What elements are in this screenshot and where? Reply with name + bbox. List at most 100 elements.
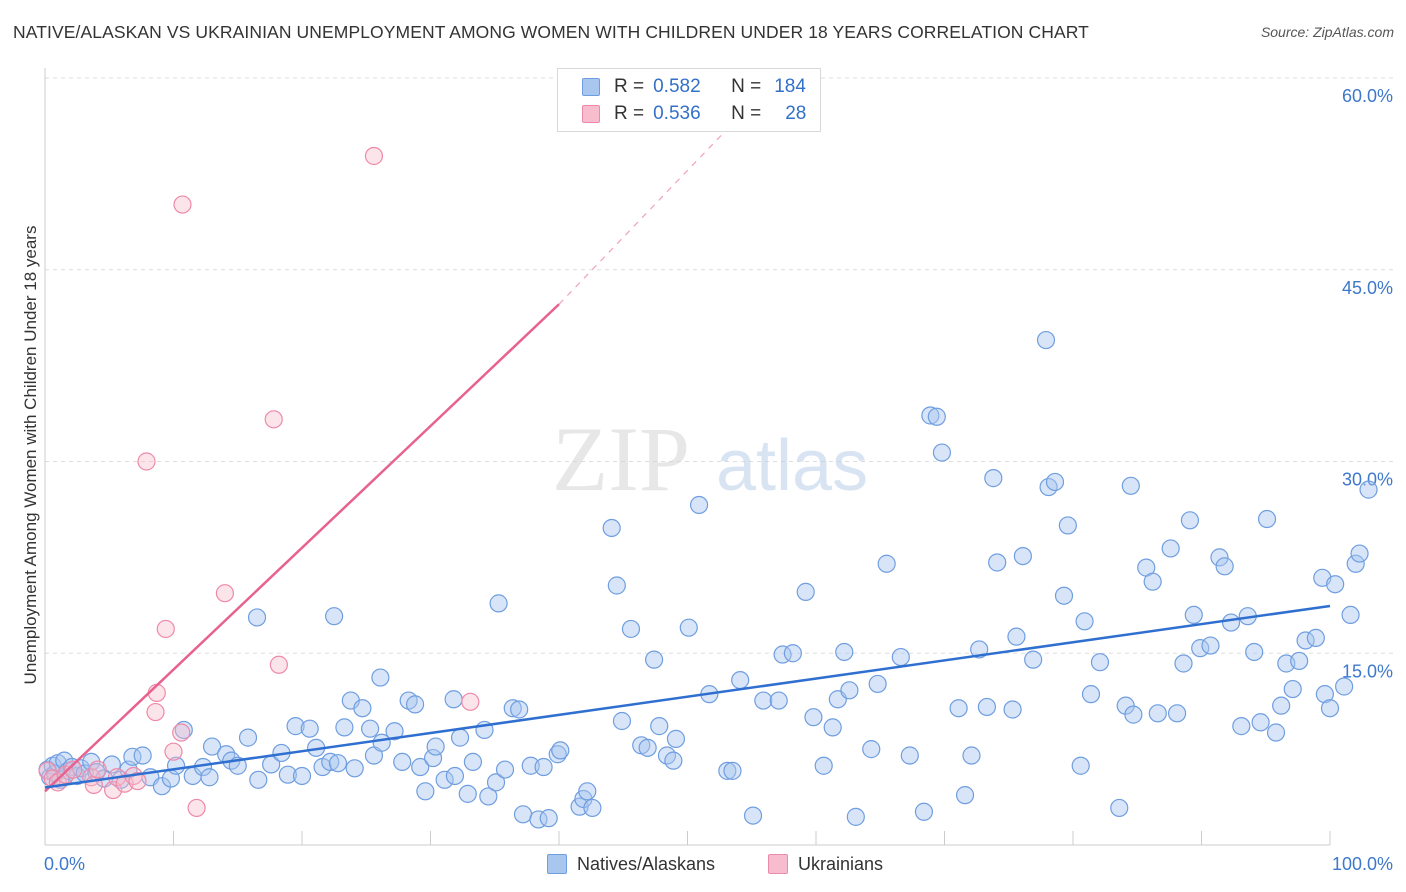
ukrainians-point [137,452,156,471]
natives-point [723,761,742,780]
natives-point [1071,756,1090,775]
natives-point [638,738,657,757]
natives-point [1283,679,1302,699]
ukrainians-n-value: 28 [785,103,807,124]
natives-point [551,741,570,760]
natives-trend-line [44,604,1331,789]
natives-point [426,737,445,756]
natives-r-label: R = [614,76,645,97]
natives-point [1335,677,1354,696]
natives-point [1359,480,1378,499]
natives-point [743,806,763,825]
y-tick-label: 15.0% [1342,661,1393,681]
ukrainians-point [461,692,480,711]
ukrainians-points [38,146,480,818]
natives-point [300,719,319,738]
natives-point [650,717,669,736]
natives-point [718,761,737,780]
natives-point [846,807,865,826]
bottom-legend-ukrainians: Ukrainians [768,852,883,876]
natives-point [1167,704,1187,723]
natives-point [200,768,219,787]
natives-point [666,729,686,748]
grid-layer: 15.0% 30.0% 45.0% 60.0% [45,77,1395,681]
natives-point [1232,717,1251,736]
natives-point [1045,472,1065,492]
natives-point [1346,554,1365,573]
natives-point [463,752,483,772]
natives-point [823,718,842,737]
natives-point [1201,636,1220,655]
natives-point [1251,713,1270,732]
natives-point [602,518,621,538]
natives-point [393,752,412,772]
natives-point [133,746,152,765]
ukrainians-point [187,798,206,818]
natives-point [353,699,372,718]
natives-point [335,718,354,737]
natives-point [962,746,981,765]
natives-point [534,757,553,777]
natives-point [754,691,773,710]
natives-n-label: N = [731,76,762,97]
natives-point [796,582,815,601]
axis-layer: 0.0% 100.0% [44,68,1393,874]
natives-point [1257,509,1277,529]
natives-point [1180,511,1200,530]
natives-point [1326,575,1345,594]
ukrainians-r-label: R = [614,103,645,124]
ukrainians-point [88,760,107,779]
natives-point [1210,548,1229,567]
ukrainians-trend-line [44,303,560,793]
natives-point [238,728,258,747]
natives-point [345,759,364,778]
natives-point [949,699,968,718]
ukrainians-point [172,723,191,742]
bottom-legend-natives: Natives/Alaskans [547,852,715,876]
natives-point [927,407,946,426]
natives-point [664,751,683,770]
natives-point [1245,642,1264,662]
natives-point [450,728,470,747]
natives-point [1143,572,1162,591]
natives-point [1221,613,1241,632]
natives-point [328,754,348,773]
natives-point [1161,539,1180,558]
ukrainians-point [173,195,192,214]
ukrainians-point [146,702,165,722]
natives-point [423,748,443,768]
natives-point [1266,723,1286,742]
natives-point [731,670,750,690]
ukrainians-n-label: N = [731,103,762,124]
natives-point [1341,605,1360,625]
natives-point [479,787,498,806]
natives-point [1090,653,1110,672]
natives-point [1036,330,1056,350]
natives-point [1075,612,1094,631]
natives-point [877,554,896,573]
y-tick-label: 60.0% [1342,86,1393,106]
natives-point [325,607,344,626]
natives-point [900,746,919,765]
natives-point [489,594,508,613]
natives-point [679,618,698,637]
natives-point [840,681,859,700]
y-tick-label: 45.0% [1342,278,1393,298]
source-label: Source: ZipAtlas.com [1260,24,1394,40]
natives-point [1003,700,1022,719]
natives-point [361,719,380,738]
natives-point [578,782,597,801]
natives-point [921,406,940,425]
natives-point [513,805,533,824]
natives-point [510,700,529,719]
natives-point [1110,798,1129,818]
natives-point [1215,557,1234,576]
trend-layer [44,103,1331,793]
natives-point [583,798,602,818]
natives-point [292,766,312,786]
natives-point [607,576,626,595]
natives-points [38,330,1378,829]
natives-point [435,770,454,789]
natives-point [278,765,297,784]
bottom-ukrainians-label: Ukrainians [798,853,884,874]
